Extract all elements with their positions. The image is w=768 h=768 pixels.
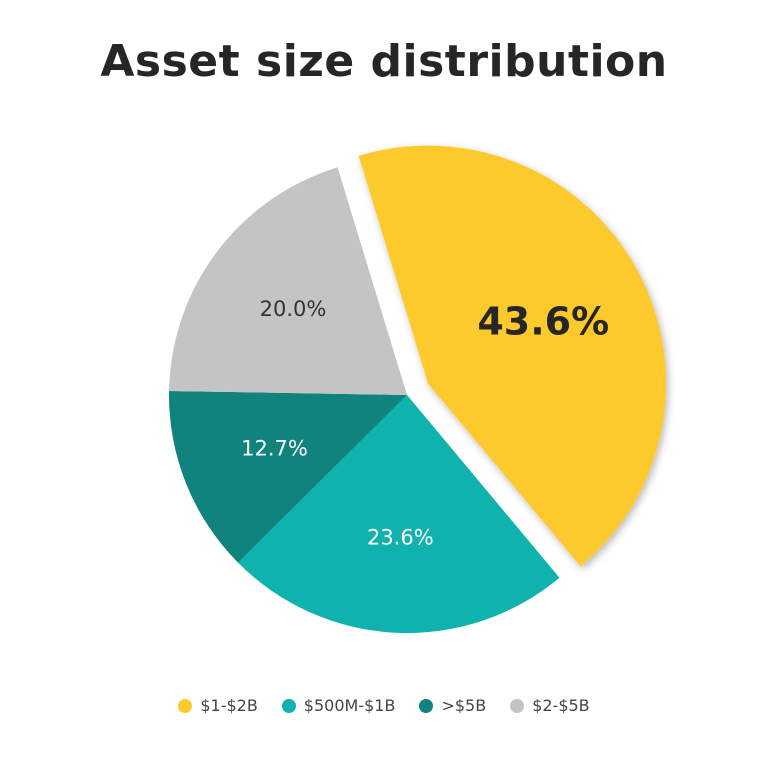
legend-label: $2-$5B	[532, 696, 590, 715]
legend-swatch	[178, 698, 193, 713]
legend-item: $2-$5B	[510, 696, 590, 715]
legend-item: >$5B	[419, 696, 486, 715]
legend-label: $1-$2B	[200, 696, 258, 715]
legend-swatch	[510, 698, 525, 713]
pie-slice	[169, 167, 407, 395]
slice-value-label: 20.0%	[260, 297, 327, 321]
legend-label: $500M-$1B	[303, 696, 396, 715]
legend-swatch	[281, 698, 296, 713]
pie-slice	[169, 390, 407, 563]
pie-slice	[358, 145, 667, 567]
chart-legend: $1-$2B $500M-$1B >$5B $2-$5B	[0, 696, 768, 715]
slice-value-label: 23.6%	[367, 526, 434, 550]
pie-slice	[238, 395, 560, 634]
legend-label: >$5B	[441, 696, 487, 715]
legend-item: $500M-$1B	[281, 696, 396, 715]
legend-swatch	[419, 698, 434, 713]
slice-value-label: 43.6%	[477, 299, 609, 343]
slice-value-label: 12.7%	[241, 436, 308, 460]
chart-title: Asset size distribution	[100, 36, 668, 87]
legend-item: $1-$2B	[178, 696, 258, 715]
